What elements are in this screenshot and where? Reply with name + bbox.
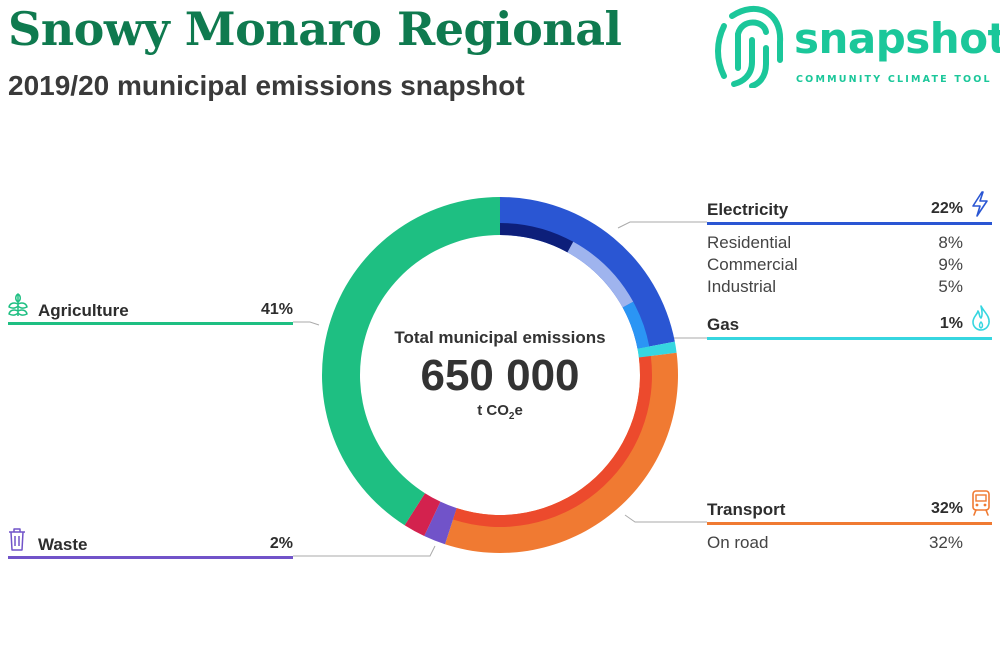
donut-slice-commercial [567,241,634,308]
category-electricity: Electricity 22% Residential 8% Commercia… [707,198,992,299]
waste-underline [8,556,293,559]
category-percent: 41% [260,301,293,318]
total-unit: t CO2e [477,402,523,423]
total-value: 650 000 [420,351,580,400]
brand-name: snapshot [794,14,1000,63]
leader-line-transport [624,514,707,523]
page-subtitle: 2019/20 municipal emissions snapshot [8,70,525,101]
donut-center: Total municipal emissions 650 000 t CO2e [360,328,640,422]
category-name: Waste [38,535,88,554]
category-waste: Waste 2% [38,533,293,557]
subcategory-row: On road 32% [707,533,963,552]
flame-icon [972,305,990,331]
donut-slice-unlabelled [404,493,441,537]
sprout-icon [8,293,28,316]
donut-slice-gas [637,346,651,358]
lightning-icon [972,191,988,217]
category-name: Agriculture [38,301,129,320]
leader-line-electricity [617,221,707,229]
agriculture-underline [8,322,293,325]
donut-slice-on-road [453,355,652,527]
category-percent: 2% [269,535,293,552]
donut-slice-residential [500,223,574,253]
total-label: Total municipal emissions [394,328,606,347]
category-underline [707,522,992,525]
train-icon [972,490,990,516]
category-name: Gas [707,315,740,334]
subcategory-row: Residential 8% [707,233,963,252]
subcategory-row: Industrial 5% [707,277,963,296]
category-percent: 1% [939,315,963,332]
category-underline [707,337,992,340]
donut-slice-electricity [500,197,675,349]
leader-line-waste [293,545,436,557]
subcategory-row: Commercial 9% [707,255,963,274]
brand-tagline: COMMUNITY CLIMATE TOOL [796,74,992,85]
category-name: Electricity [707,200,789,219]
category-underline [707,222,992,225]
category-percent: 22% [930,200,963,217]
category-percent: 32% [930,500,963,517]
brand-logo: snapshot COMMUNITY CLIMATE TOOL [712,0,1000,92]
donut-slice-industrial [622,301,650,349]
page-title: Snowy Monaro Regional [8,2,622,56]
fingerprint-logo-icon [715,5,784,88]
category-name: Transport [707,500,786,519]
donut-slice-agriculture [322,197,500,526]
category-gas: Gas 1% [707,313,992,340]
donut-slice-waste [424,501,457,545]
category-agriculture: Agriculture 41% [38,299,293,323]
category-transport: Transport 32% On road 32% [707,498,992,555]
leader-line-agriculture [293,321,320,326]
trash-icon [9,528,25,551]
donut-slice-transport [444,352,679,554]
